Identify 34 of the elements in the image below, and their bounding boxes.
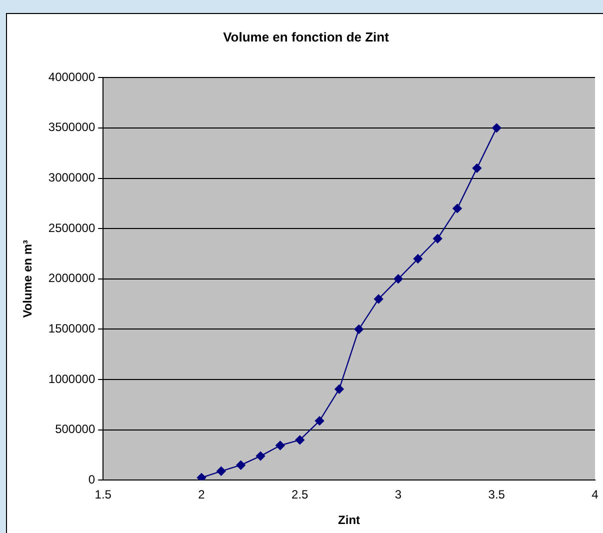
- point: [413, 254, 423, 264]
- x-axis-title: Zint: [338, 513, 360, 528]
- y-tick-label: 0: [88, 472, 96, 487]
- point: [492, 123, 502, 133]
- point: [256, 451, 266, 461]
- point: [354, 324, 364, 334]
- x-tick-label: 1.5: [94, 488, 112, 502]
- point: [472, 164, 482, 173]
- y-axis-title: Volume en m³: [20, 240, 35, 318]
- x-tick-label: 4: [592, 488, 599, 502]
- x-tick-label: 2: [198, 488, 206, 502]
- y-tick-label: 500000: [55, 422, 96, 436]
- x-tick-label: 3: [394, 488, 402, 502]
- point: [314, 416, 324, 426]
- y-tick-label: 3500000: [48, 120, 96, 134]
- point: [452, 204, 462, 214]
- point: [216, 466, 226, 476]
- point: [276, 440, 285, 450]
- point: [334, 384, 344, 394]
- point: [394, 274, 403, 284]
- point: [196, 473, 206, 480]
- point: [433, 234, 442, 244]
- point: [295, 435, 304, 445]
- x-tick-label: 2.5: [292, 488, 309, 502]
- y-tick-label: 2000000: [48, 271, 96, 286]
- point: [236, 460, 246, 470]
- point: [374, 294, 384, 304]
- y-tick-label: 1000000: [48, 372, 96, 386]
- y-tick-label: 3000000: [48, 170, 96, 185]
- chart-title: Volume en fonction de Zint: [223, 29, 390, 44]
- x-tick-label: 3.5: [488, 488, 506, 502]
- y-tick-label: 4000000: [48, 70, 96, 84]
- y-tick-label: 1500000: [48, 322, 96, 336]
- y-tick-label: 2500000: [48, 220, 96, 235]
